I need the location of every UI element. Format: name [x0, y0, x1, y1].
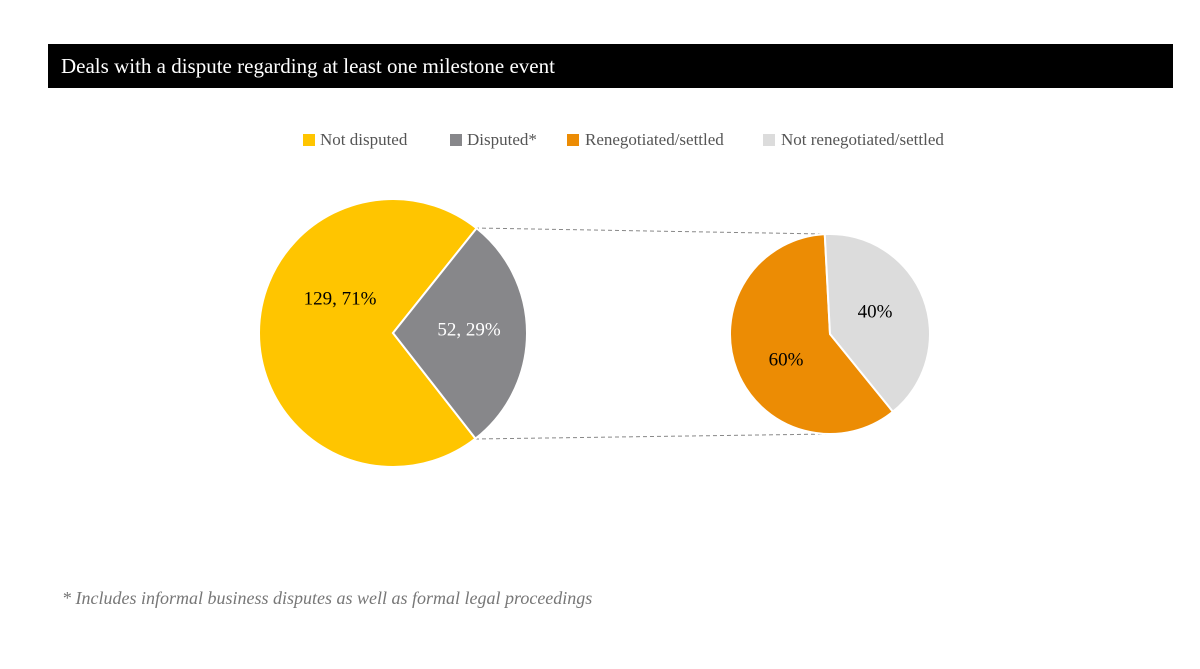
connector	[474, 227, 825, 235]
legend-swatch	[450, 134, 462, 146]
chart-title: Deals with a dispute regarding at least …	[61, 54, 555, 78]
legend-label: Not disputed	[320, 130, 408, 149]
legend-swatch	[763, 134, 775, 146]
pie-slice	[823, 233, 931, 414]
legend-swatch	[567, 134, 579, 146]
data-label: 60%	[769, 349, 804, 370]
pie-slice	[258, 198, 478, 468]
footnote: * Includes informal business disputes as…	[62, 588, 592, 608]
legend-label: Not renegotiated/settled	[781, 130, 944, 149]
data-label: 40%	[858, 301, 893, 322]
title-bar	[48, 44, 1173, 88]
pie-slice	[729, 233, 895, 435]
legend-swatch	[303, 134, 315, 146]
legend-label: Disputed*	[467, 130, 537, 149]
data-label: 52, 29%	[437, 319, 501, 340]
legend-label: Renegotiated/settled	[585, 130, 724, 149]
pie-slice	[391, 226, 528, 440]
data-label: 129, 71%	[304, 288, 377, 309]
connector	[474, 433, 831, 440]
